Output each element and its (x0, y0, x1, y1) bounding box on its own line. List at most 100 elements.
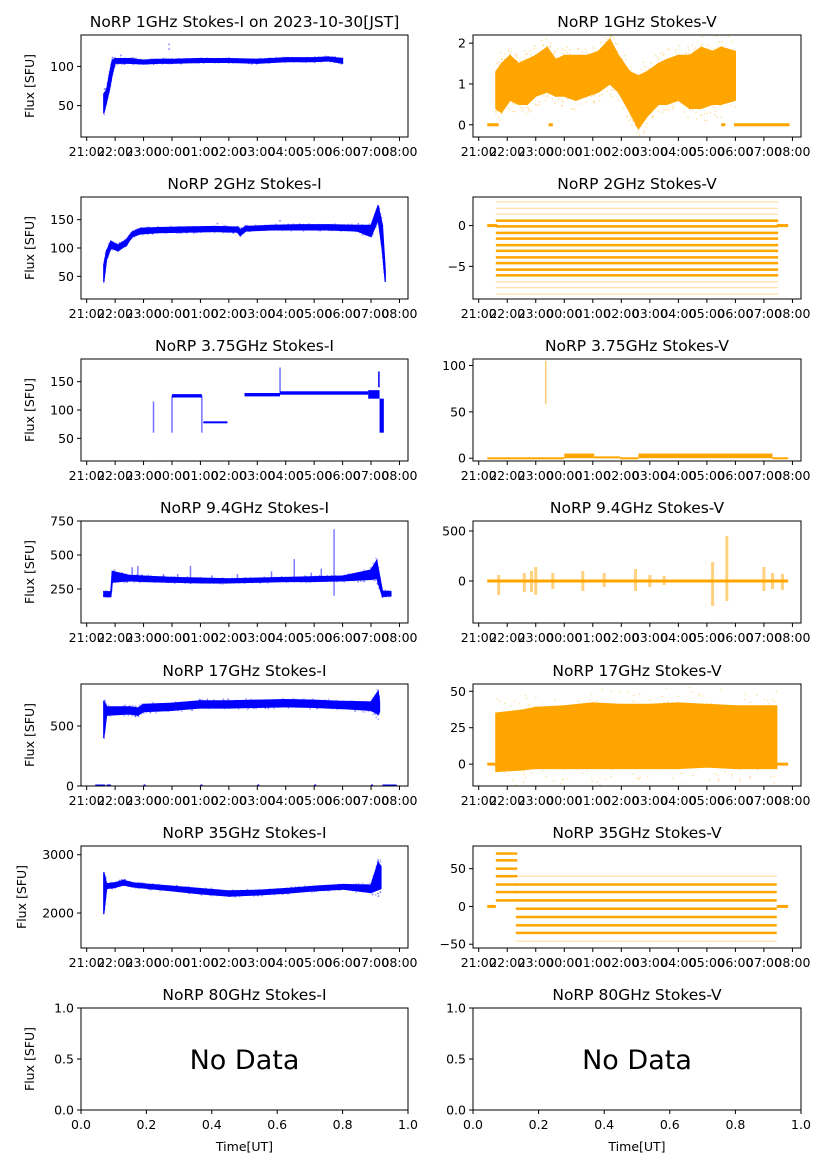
stokes-i-band (342, 883, 372, 894)
stokes-i-point (287, 56, 289, 59)
stokes-i-point (124, 238, 126, 241)
stokes-i-point (287, 707, 290, 709)
x-tick-label: 22:00 (97, 144, 133, 159)
stokes-i-point (371, 879, 373, 882)
stokes-i-point (110, 586, 113, 589)
stokes-v-point (631, 124, 633, 126)
stokes-i-point (274, 223, 277, 225)
axes-frame (80, 34, 409, 138)
stokes-i-point (355, 230, 357, 233)
stokes-i-band (381, 590, 392, 598)
stokes-i-point (132, 705, 135, 708)
stokes-i-point (313, 61, 316, 64)
stokes-v-point (507, 107, 510, 109)
stokes-i-point (385, 595, 387, 598)
stokes-i-point (111, 573, 113, 575)
stokes-i-point (290, 886, 293, 888)
stokes-v-point (545, 775, 547, 778)
stokes-v-spike (662, 576, 666, 585)
stokes-i-point (146, 226, 149, 228)
stokes-i-point (212, 699, 215, 701)
stokes-v-point (666, 701, 669, 704)
stokes-v-band (546, 45, 557, 98)
stokes-i-point (267, 224, 270, 226)
stokes-i-point (110, 80, 113, 83)
y-tick-label: 50 (58, 269, 74, 284)
stokes-i-point (277, 576, 280, 579)
stokes-v-band (646, 62, 659, 119)
stokes-i-point (287, 706, 290, 709)
stokes-i-point (108, 91, 110, 93)
stokes-i-point (110, 247, 112, 249)
stokes-i-point (287, 56, 290, 59)
stokes-i-point (129, 232, 132, 234)
stokes-i-point (235, 57, 238, 60)
stokes-i-point (146, 63, 148, 65)
stokes-i-point (135, 574, 138, 577)
stokes-i-point (267, 57, 270, 60)
stokes-i-point (244, 224, 247, 227)
stokes-i-point (246, 889, 249, 891)
stokes-i-point (130, 57, 132, 59)
stokes-i-point (124, 245, 127, 248)
y-tick-label: 1 (458, 76, 466, 91)
stokes-i-segment (244, 393, 281, 397)
stokes-i-point (355, 882, 357, 885)
stokes-v-band (520, 706, 537, 771)
stokes-i-point (275, 56, 278, 59)
stokes-v-point (524, 49, 526, 52)
stokes-i-point (366, 883, 368, 886)
stokes-v-point (514, 103, 517, 106)
stokes-v-level (515, 907, 777, 910)
stokes-i-point (126, 581, 129, 584)
stokes-i-point (149, 711, 152, 714)
stokes-i-point (140, 703, 143, 705)
stokes-i-point (108, 72, 111, 74)
stokes-v-point (581, 51, 584, 53)
stokes-v-point (500, 52, 502, 54)
x-axis-label: Time[UT] (607, 1139, 665, 1154)
stokes-v-point (540, 39, 543, 42)
stokes-v-point (523, 773, 525, 776)
stokes-i-point (292, 697, 295, 700)
stokes-v-point (698, 693, 701, 695)
x-tick-label: 02:00 (603, 955, 639, 970)
stokes-i-point (165, 581, 168, 584)
stokes-v-point (689, 767, 692, 769)
stokes-i-point (326, 707, 328, 709)
stokes-v-zero-segment (487, 904, 496, 908)
stokes-i-point (112, 882, 115, 884)
y-tick-label: 500 (50, 548, 74, 563)
stokes-v-point (638, 693, 641, 696)
stokes-v-band (629, 70, 640, 130)
stokes-i-point (326, 55, 328, 58)
stokes-i-point (269, 57, 272, 59)
stokes-i-point (223, 707, 226, 710)
y-tick-label: 100 (50, 59, 74, 74)
stokes-i-point (128, 580, 131, 583)
stokes-i-point (180, 62, 182, 65)
stokes-i-point (231, 231, 234, 234)
stokes-i-point (149, 888, 151, 891)
stokes-v-point (528, 703, 531, 706)
stokes-v-band (509, 53, 520, 106)
stokes-i-point (135, 57, 137, 60)
stokes-v-point (516, 59, 519, 62)
y-tick-label: 25 (450, 720, 466, 735)
stokes-i-point (383, 271, 385, 274)
stokes-i-point (130, 237, 133, 240)
stokes-i-point (167, 581, 170, 584)
stokes-i-point (255, 707, 257, 710)
stokes-i-point (263, 576, 266, 578)
x-tick-label: 0.4 (202, 1117, 222, 1132)
y-tick-label: 0 (458, 218, 466, 233)
stokes-i-point (201, 698, 204, 701)
stokes-i-point (231, 577, 233, 579)
stokes-v-point (756, 768, 759, 771)
x-tick-label: 02:00 (211, 793, 247, 808)
stokes-v-point (552, 52, 555, 55)
stokes-v-point (632, 700, 634, 703)
stokes-i-point (213, 62, 216, 64)
stokes-i-point (107, 255, 110, 257)
stokes-v-zero-segment (487, 123, 499, 127)
